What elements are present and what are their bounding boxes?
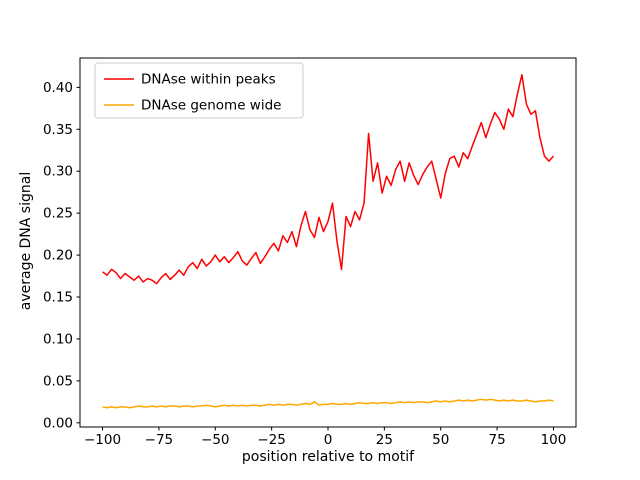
x-tick-label: −100 <box>84 432 121 448</box>
x-tick-label: 25 <box>376 432 393 448</box>
y-tick-label: 0.25 <box>43 206 73 222</box>
series-line-dnase-genome-wide <box>102 398 554 409</box>
x-tick-label: 0 <box>324 432 333 448</box>
y-tick-label: 0.20 <box>43 248 73 264</box>
legend: DNAse within peaks DNAse genome wide <box>94 62 304 119</box>
y-tick-label: 0.35 <box>43 122 73 138</box>
x-tick-label: −75 <box>145 432 174 448</box>
y-tick-label: 0.30 <box>43 164 73 180</box>
y-tick-label: 0.05 <box>43 373 73 389</box>
legend-label: DNAse within peaks <box>141 72 276 88</box>
y-tick-label: 0.10 <box>43 331 73 347</box>
x-tick-label: 50 <box>432 432 449 448</box>
x-tick-label: 75 <box>488 432 505 448</box>
x-tick-label: −25 <box>257 432 286 448</box>
legend-box <box>94 62 304 119</box>
y-tick-label: 0.40 <box>43 80 73 96</box>
y-tick-label: 0.00 <box>43 415 73 431</box>
legend-label: DNAse genome wide <box>141 98 281 114</box>
x-tick-label: 100 <box>541 432 567 448</box>
x-tick-label: −50 <box>201 432 230 448</box>
y-tick-label: 0.15 <box>43 290 73 306</box>
series-line-dnase-within-peaks <box>102 74 555 285</box>
